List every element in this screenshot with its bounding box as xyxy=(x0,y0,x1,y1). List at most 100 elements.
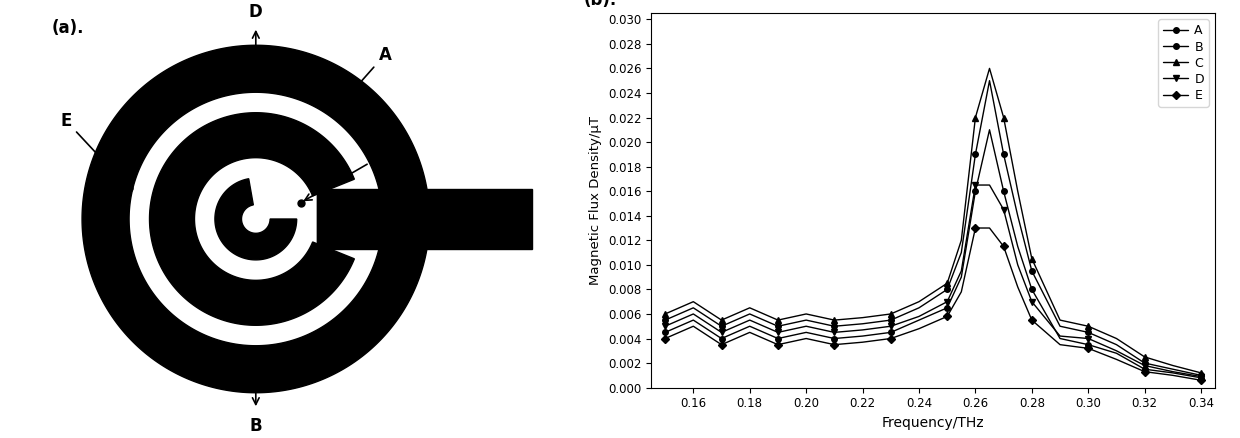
E xyxy=(799,336,813,341)
B xyxy=(1053,336,1068,341)
E xyxy=(1053,342,1068,347)
A xyxy=(883,318,898,323)
Legend: A, B, C, D, E: A, B, C, D, E xyxy=(1158,19,1209,107)
A xyxy=(1081,330,1096,335)
E xyxy=(883,336,898,341)
D xyxy=(657,324,672,329)
C xyxy=(770,318,785,323)
E xyxy=(1137,369,1152,374)
E xyxy=(940,314,955,319)
B xyxy=(1109,351,1123,356)
E xyxy=(743,330,758,335)
B xyxy=(1137,367,1152,372)
D xyxy=(911,314,926,319)
A xyxy=(1194,373,1209,378)
Line: C: C xyxy=(662,66,1204,376)
Polygon shape xyxy=(215,179,296,260)
C xyxy=(1011,188,1025,194)
A xyxy=(770,324,785,329)
E xyxy=(856,339,870,345)
B xyxy=(1194,375,1209,381)
D xyxy=(686,311,701,317)
D xyxy=(954,268,968,274)
D xyxy=(827,330,842,335)
Y-axis label: Magnetic Flux Density/μT: Magnetic Flux Density/μT xyxy=(589,116,603,285)
D xyxy=(1011,262,1025,268)
D xyxy=(856,327,870,332)
A xyxy=(657,318,672,323)
A xyxy=(856,321,870,326)
Text: (a).: (a). xyxy=(51,19,84,37)
A xyxy=(714,324,729,329)
A xyxy=(1109,342,1123,347)
C xyxy=(1109,336,1123,341)
E xyxy=(968,226,983,231)
E xyxy=(1166,373,1180,378)
B xyxy=(686,318,701,323)
Polygon shape xyxy=(317,192,362,246)
A xyxy=(1053,324,1068,329)
E xyxy=(1109,357,1123,362)
B xyxy=(1081,342,1096,347)
E xyxy=(1024,318,1039,323)
B xyxy=(968,188,983,194)
E xyxy=(1081,346,1096,351)
Text: C: C xyxy=(305,148,384,200)
D xyxy=(1194,374,1209,379)
E xyxy=(954,289,968,294)
B xyxy=(714,336,729,341)
A xyxy=(968,152,983,157)
E xyxy=(911,326,926,331)
C xyxy=(1024,256,1039,261)
B xyxy=(954,275,968,280)
A xyxy=(940,287,955,292)
B xyxy=(770,336,785,341)
C xyxy=(657,311,672,317)
A xyxy=(1166,367,1180,372)
C xyxy=(954,238,968,243)
Text: (b).: (b). xyxy=(583,0,616,9)
D xyxy=(714,330,729,335)
D xyxy=(968,182,983,187)
D xyxy=(1109,348,1123,353)
C xyxy=(743,305,758,311)
E xyxy=(770,342,785,347)
C xyxy=(1081,324,1096,329)
Polygon shape xyxy=(150,113,355,325)
B xyxy=(827,336,842,341)
C xyxy=(1137,354,1152,360)
C xyxy=(1194,370,1209,375)
A xyxy=(1011,213,1025,219)
E xyxy=(827,342,842,347)
E xyxy=(982,226,997,231)
C xyxy=(827,318,842,323)
E xyxy=(686,324,701,329)
C xyxy=(799,311,813,317)
D xyxy=(996,207,1011,212)
B xyxy=(799,330,813,335)
B xyxy=(982,127,997,132)
A xyxy=(911,305,926,311)
B xyxy=(996,188,1011,194)
E xyxy=(657,336,672,341)
C xyxy=(1166,363,1180,368)
D xyxy=(982,182,997,187)
A xyxy=(799,318,813,323)
Line: A: A xyxy=(662,78,1204,378)
C xyxy=(1053,318,1068,323)
Line: E: E xyxy=(662,225,1204,383)
B xyxy=(1011,244,1025,249)
Polygon shape xyxy=(82,45,429,393)
D xyxy=(883,324,898,329)
A xyxy=(827,324,842,329)
D xyxy=(1053,333,1068,339)
D xyxy=(799,324,813,329)
D xyxy=(1024,299,1039,304)
C xyxy=(883,311,898,317)
B xyxy=(883,330,898,335)
E xyxy=(714,342,729,347)
A xyxy=(1024,268,1039,274)
A xyxy=(996,152,1011,157)
C xyxy=(940,281,955,286)
B xyxy=(743,324,758,329)
